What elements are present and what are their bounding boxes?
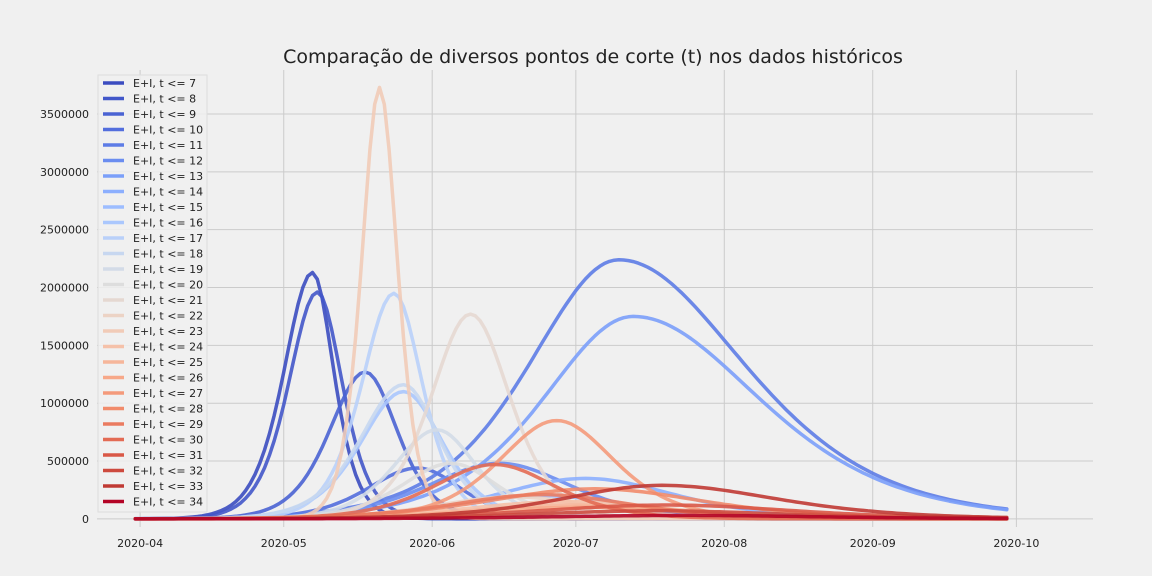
legend-label: E+I, t <= 8	[133, 93, 196, 106]
y-tick-label: 0	[82, 513, 89, 526]
legend-label: E+I, t <= 22	[133, 310, 203, 323]
y-axis-ticks: 0 500000 1000000 1500000 2000000 2500000 30000…	[40, 108, 89, 526]
legend-label: E+I, t <= 33	[133, 480, 203, 493]
y-tick-label: 3500000	[40, 108, 89, 121]
legend-label: E+I, t <= 13	[133, 170, 203, 183]
legend-label: E+I, t <= 11	[133, 139, 203, 152]
x-tick-label: 2020-04	[117, 537, 163, 550]
legend-label: E+I, t <= 20	[133, 279, 203, 292]
x-tick-label: 2020-07	[553, 537, 599, 550]
legend-label: E+I, t <= 24	[133, 341, 203, 354]
legend-label: E+I, t <= 34	[133, 496, 203, 509]
y-tick-label: 2500000	[40, 224, 89, 237]
y-tick-label: 2000000	[40, 282, 89, 295]
legend-label: E+I, t <= 31	[133, 449, 203, 462]
legend-label: E+I, t <= 15	[133, 201, 203, 214]
legend-label: E+I, t <= 17	[133, 232, 203, 245]
y-tick-label: 1500000	[40, 339, 89, 352]
legend-label: E+I, t <= 25	[133, 356, 203, 369]
y-tick-label: 3000000	[40, 166, 89, 179]
legend-label: E+I, t <= 28	[133, 403, 203, 416]
legend-label: E+I, t <= 12	[133, 155, 203, 168]
y-tick-label: 500000	[47, 455, 89, 468]
legend-label: E+I, t <= 29	[133, 418, 203, 431]
chart-title: Comparação de diversos pontos de corte (…	[283, 46, 903, 68]
x-tick-label: 2020-08	[701, 537, 747, 550]
x-tick-label: 2020-06	[409, 537, 455, 550]
legend-label: E+I, t <= 10	[133, 124, 203, 137]
legend: E+I, t <= 7 E+I, t <= 8 E+I, t <= 9 E+I, t …	[97, 74, 208, 513]
series-lines	[133, 85, 1009, 521]
legend-label: E+I, t <= 18	[133, 248, 203, 261]
legend-label: E+I, t <= 16	[133, 217, 203, 230]
legend-label: E+I, t <= 32	[133, 465, 203, 478]
legend-label: E+I, t <= 9	[133, 108, 196, 121]
x-axis-ticks: 2020-04 2020-05 2020-06 2020-07 2020-08 2020-…	[117, 537, 1039, 550]
legend-label: E+I, t <= 23	[133, 325, 203, 338]
legend-label: E+I, t <= 26	[133, 372, 203, 385]
x-tick-label: 2020-10	[993, 537, 1039, 550]
y-tick-label: 1000000	[40, 397, 89, 410]
legend-label: E+I, t <= 30	[133, 434, 203, 447]
x-tick-label: 2020-05	[261, 537, 307, 550]
legend-label: E+I, t <= 27	[133, 387, 203, 400]
legend-label: E+I, t <= 19	[133, 263, 203, 276]
legend-label: E+I, t <= 14	[133, 186, 203, 199]
series-line	[133, 513, 1009, 521]
x-tick-label: 2020-09	[850, 537, 896, 550]
legend-label: E+I, t <= 21	[133, 294, 203, 307]
legend-label: E+I, t <= 7	[133, 77, 196, 90]
